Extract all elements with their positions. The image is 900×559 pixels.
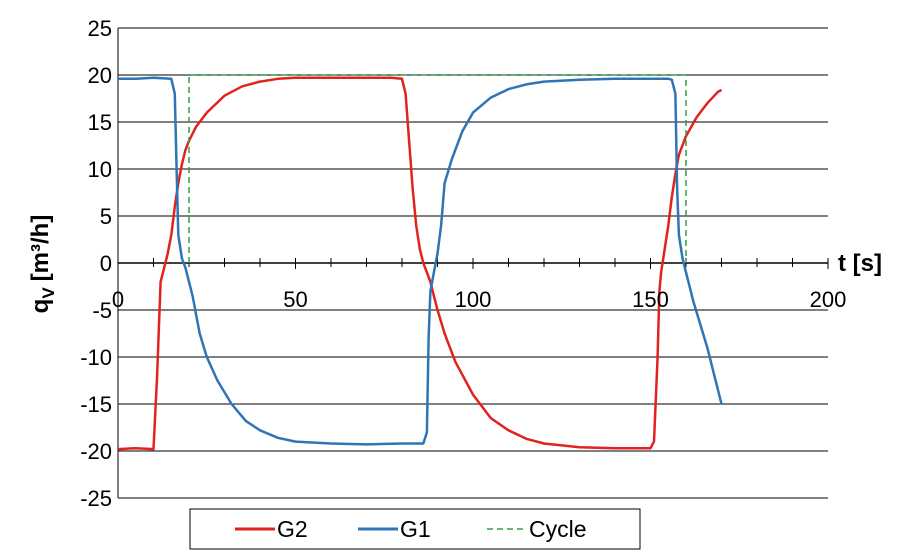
y-tick-label: -15 [80,392,112,417]
axes [117,258,829,269]
y-axis-title: qV [m³/h] [27,215,58,314]
svg-text:qV[m³/h]: qV [m³/h] [27,215,58,314]
legend: G2 G1 Cycle [189,508,641,550]
y-tick-label: -10 [80,345,112,370]
x-tick-label: 100 [455,287,492,312]
y-tick-label: 20 [88,63,112,88]
x-tick-label: 150 [632,287,669,312]
legend-label-g1: G1 [400,516,431,542]
y-axis-title-main: q [27,299,54,314]
series-g2-line [117,76,723,451]
y-tick-label: -5 [92,298,112,323]
legend-label-cycle: Cycle [529,516,587,542]
x-axis-title: t [s] [838,250,882,277]
y-tick-label: 25 [88,16,112,41]
y-axis-title-subscript: V [39,287,58,299]
y-axis-title-unit: [m³/h] [27,215,54,282]
y-tick-label: 10 [88,157,112,182]
x-tick-label: 0 [112,287,124,312]
series-layer [117,74,723,451]
legend-label-g2: G2 [277,516,308,542]
y-tick-label: 15 [88,110,112,135]
x-tick-label: 200 [810,287,847,312]
series-cycle-line [188,74,687,263]
y-tick-label: -20 [80,439,112,464]
y-tick-label: -25 [80,486,112,511]
series-g1-line [118,76,723,446]
x-tick-label: 50 [283,287,307,312]
y-tick-label: 5 [100,204,112,229]
y-tick-label: 0 [100,251,112,276]
